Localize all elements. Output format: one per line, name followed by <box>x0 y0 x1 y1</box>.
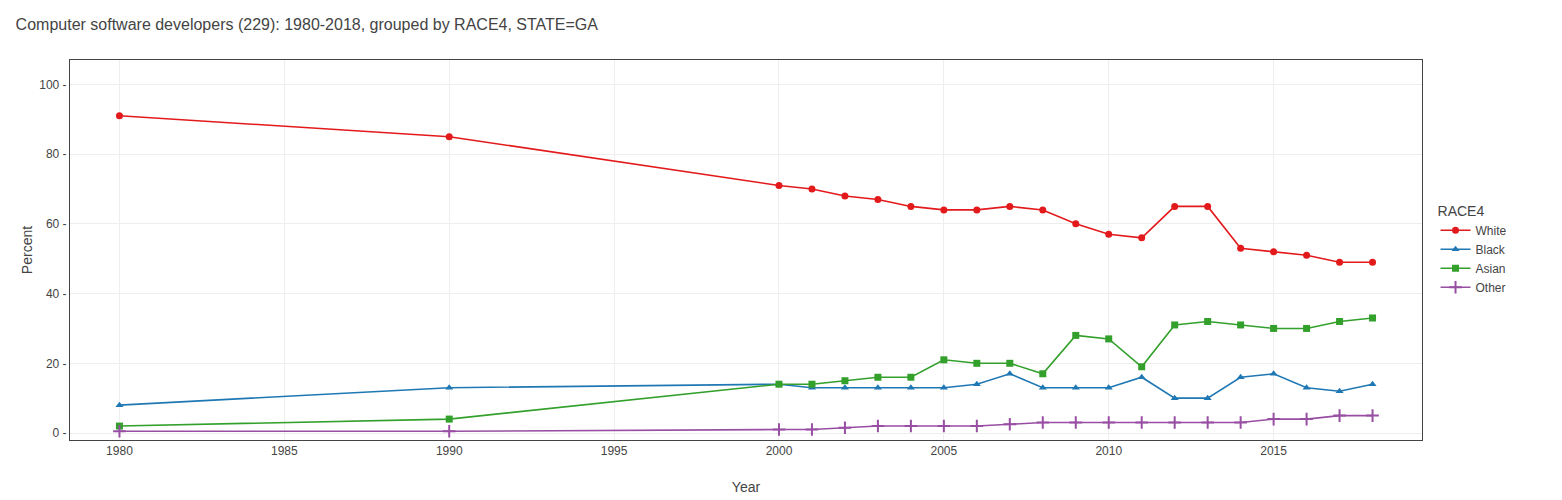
svg-text:Asian: Asian <box>1476 262 1506 276</box>
svg-text:White: White <box>1476 224 1507 238</box>
svg-text:Year: Year <box>732 479 761 495</box>
svg-text:20 -: 20 - <box>46 357 67 371</box>
svg-text:1985: 1985 <box>271 444 298 458</box>
svg-text:2000: 2000 <box>766 444 793 458</box>
svg-text:0 -: 0 - <box>53 426 67 440</box>
svg-text:60 -: 60 - <box>46 217 67 231</box>
svg-text:1990: 1990 <box>436 444 463 458</box>
svg-text:2010: 2010 <box>1095 444 1122 458</box>
svg-text:2015: 2015 <box>1260 444 1287 458</box>
svg-text:40 -: 40 - <box>46 287 67 301</box>
svg-text:2005: 2005 <box>930 444 957 458</box>
svg-text:Other: Other <box>1476 281 1506 295</box>
svg-text:Percent: Percent <box>19 226 35 274</box>
svg-text:1980: 1980 <box>106 444 133 458</box>
svg-text:RACE4: RACE4 <box>1438 203 1485 219</box>
svg-text:Computer software developers (: Computer software developers (229): 1980… <box>16 16 599 33</box>
svg-text:80 -: 80 - <box>46 147 67 161</box>
svg-text:Black: Black <box>1476 243 1506 257</box>
svg-text:100 -: 100 - <box>39 78 66 92</box>
svg-text:1995: 1995 <box>601 444 628 458</box>
